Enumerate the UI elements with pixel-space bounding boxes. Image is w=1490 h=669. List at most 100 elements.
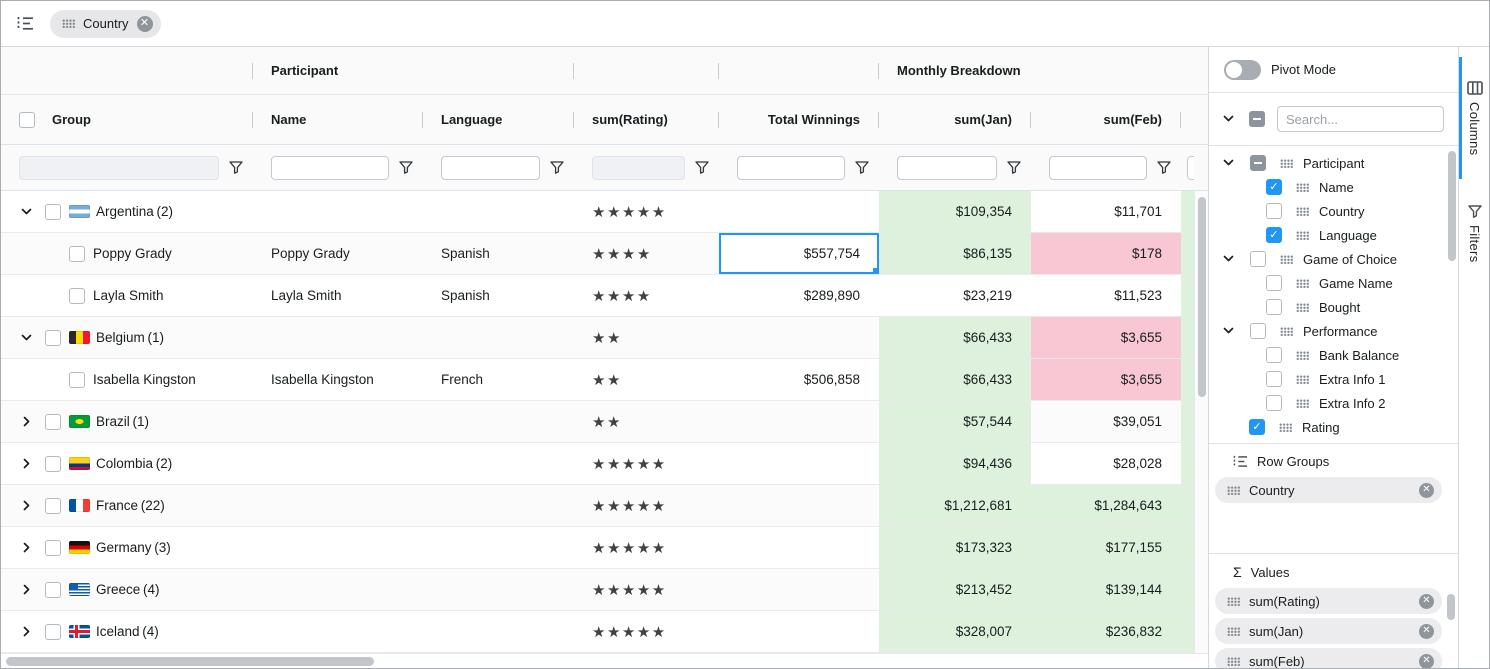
chevron-right-icon[interactable] — [21, 584, 32, 595]
chevron-right-icon[interactable] — [21, 416, 32, 427]
value-pill-sum-rating-[interactable]: sum(Rating) ✕ — [1215, 588, 1442, 614]
value-pill-sum-jan-[interactable]: sum(Jan) ✕ — [1215, 618, 1442, 644]
partial-filter-input[interactable] — [1187, 155, 1194, 180]
header-language[interactable]: Language — [423, 95, 574, 144]
column-search-input[interactable] — [1277, 106, 1444, 132]
filter-menu-button[interactable] — [389, 161, 423, 174]
rating-cell[interactable]: ★★★★★ — [574, 611, 719, 652]
chevron-down-icon[interactable] — [1223, 255, 1234, 263]
sum-jan-cell[interactable]: $328,007 — [879, 611, 1031, 652]
total-winnings-cell[interactable] — [719, 401, 879, 442]
total-winnings-cell[interactable] — [719, 317, 879, 358]
filter-menu-button[interactable] — [997, 161, 1031, 174]
remove-icon[interactable]: ✕ — [1419, 593, 1434, 609]
name-cell[interactable]: Isabella Kingston — [271, 372, 374, 387]
group-chip-country[interactable]: Country ✕ — [50, 9, 161, 38]
name-cell[interactable] — [253, 527, 423, 568]
language-cell[interactable] — [423, 569, 574, 610]
rating-cell[interactable]: ★★★★★ — [574, 191, 719, 232]
group-cell[interactable]: Poppy Grady — [1, 233, 253, 274]
rating-cell[interactable]: ★★★★★ — [574, 527, 719, 568]
column-tree-item-participant[interactable]: Participant — [1209, 151, 1458, 175]
row-checkbox[interactable] — [45, 539, 61, 556]
column-tree-item-bought[interactable]: Bought — [1209, 295, 1458, 319]
language-cell[interactable]: Spanish — [441, 246, 490, 261]
total-winnings-cell[interactable] — [719, 611, 879, 652]
column-tree-item-game-of-choice[interactable]: Game of Choice — [1209, 247, 1458, 271]
column-checkbox[interactable] — [1250, 251, 1266, 267]
column-checkbox[interactable] — [1266, 179, 1282, 195]
chevron-right-icon[interactable] — [21, 500, 32, 511]
language-cell[interactable] — [423, 611, 574, 652]
group-cell[interactable]: Greece (4) — [1, 569, 253, 610]
total-winnings-cell[interactable] — [719, 443, 879, 484]
values-scroll-thumb[interactable] — [1447, 594, 1455, 620]
language-cell[interactable]: Spanish — [441, 288, 490, 303]
row-checkbox[interactable] — [69, 245, 85, 262]
row-checkbox[interactable] — [69, 371, 85, 388]
column-tree-item-bank-balance[interactable]: Bank Balance — [1209, 343, 1458, 367]
grid-vertical-scrollbar[interactable] — [1194, 191, 1208, 653]
sum-feb-cell[interactable]: $28,028 — [1113, 456, 1162, 471]
rating-cell[interactable]: ★★ — [574, 359, 719, 400]
group-cell[interactable]: Colombia (2) — [1, 443, 253, 484]
column-tree-item-country[interactable]: Country — [1209, 199, 1458, 223]
header-total-winnings[interactable]: Total Winnings — [719, 95, 879, 144]
group-cell[interactable]: Argentina (2) — [1, 191, 253, 232]
column-checkbox[interactable] — [1250, 155, 1266, 171]
header-sum-jan[interactable]: sum(Jan) — [879, 95, 1031, 144]
column-checkbox[interactable] — [1266, 371, 1282, 387]
name-cell[interactable] — [253, 443, 423, 484]
total-winnings-cell[interactable]: $557,754 — [719, 233, 879, 274]
column-tree-item-rating[interactable]: Rating — [1209, 415, 1458, 439]
total-winnings-cell[interactable] — [719, 485, 879, 526]
column-checkbox[interactable] — [1266, 395, 1282, 411]
tab-columns[interactable]: Columns — [1459, 56, 1489, 180]
total-winnings-cell[interactable] — [719, 191, 879, 232]
chevron-down-icon[interactable] — [21, 334, 32, 342]
remove-icon[interactable]: ✕ — [1419, 623, 1434, 639]
group-cell[interactable]: Layla Smith — [1, 275, 253, 316]
header-group[interactable]: Group — [1, 95, 253, 144]
chevron-down-icon[interactable] — [21, 208, 32, 216]
tree-scrollbar[interactable] — [1448, 151, 1456, 406]
row-checkbox[interactable] — [45, 203, 61, 220]
chevron-right-icon[interactable] — [21, 542, 32, 553]
language-cell[interactable] — [423, 485, 574, 526]
name-cell[interactable] — [253, 317, 423, 358]
sum-feb-cell[interactable]: $11,701 — [1114, 204, 1162, 219]
remove-icon[interactable]: ✕ — [1419, 482, 1434, 498]
total-winnings-cell[interactable]: $506,858 — [803, 372, 860, 387]
column-tree-item-language[interactable]: Language — [1209, 223, 1458, 247]
header-name[interactable]: Name — [253, 95, 423, 144]
column-tree-item-extra-info-1[interactable]: Extra Info 1 — [1209, 367, 1458, 391]
rating-cell[interactable]: ★★★★★ — [574, 485, 719, 526]
total-winnings-filter-input[interactable] — [737, 155, 845, 180]
language-cell[interactable]: French — [441, 372, 484, 387]
language-cell[interactable] — [423, 527, 574, 568]
language-cell[interactable] — [423, 191, 574, 232]
grid-horizontal-scrollbar[interactable] — [1, 653, 1208, 668]
row-checkbox[interactable] — [45, 623, 61, 640]
expand-all-chevron-icon[interactable] — [1223, 115, 1234, 123]
name-cell[interactable]: Layla Smith — [271, 288, 342, 303]
column-tree-item-extra-info-2[interactable]: Extra Info 2 — [1209, 391, 1458, 415]
filter-menu-button[interactable] — [845, 161, 879, 174]
sum-jan-cell[interactable]: $1,212,681 — [879, 485, 1031, 526]
header-sum-rating[interactable]: sum(Rating) — [574, 95, 719, 144]
filter-menu-button[interactable] — [1147, 161, 1181, 174]
name-filter-input[interactable] — [271, 155, 389, 180]
rating-cell[interactable]: ★★★★ — [574, 275, 719, 316]
sum-jan-filter-input[interactable] — [897, 155, 997, 180]
pivot-mode-toggle[interactable] — [1224, 59, 1261, 80]
group-cell[interactable]: Iceland (4) — [1, 611, 253, 652]
values-scrollbar[interactable] — [1447, 594, 1455, 664]
name-cell[interactable]: Poppy Grady — [271, 246, 350, 261]
row-checkbox[interactable] — [45, 455, 61, 472]
group-cell[interactable]: Brazil (1) — [1, 401, 253, 442]
sum-jan-cell[interactable]: $57,544 — [879, 401, 1031, 442]
sum-feb-cell[interactable]: $177,155 — [1031, 527, 1181, 568]
tree-scroll-thumb[interactable] — [1448, 151, 1456, 261]
sum-feb-cell[interactable]: $1,284,643 — [1031, 485, 1181, 526]
chevron-down-icon[interactable] — [1223, 327, 1234, 335]
